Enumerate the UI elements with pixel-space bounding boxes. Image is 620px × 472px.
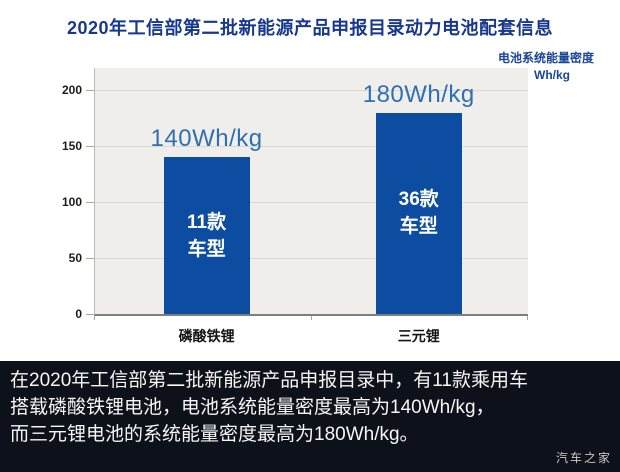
watermark-autohome: 汽车之家 (555, 451, 612, 465)
y-axis-tick-mark (86, 90, 94, 92)
x-axis-tick-mark (310, 316, 312, 320)
y-axis-tick-mark (86, 146, 94, 148)
footer-line-1: 在2020年工信部第二批新能源产品申报目录中，有11款乘用车 (10, 370, 528, 391)
bar-inner-label-line: 11款 (187, 211, 227, 233)
gridline (95, 90, 528, 92)
gridline (95, 146, 528, 148)
x-axis-label: 磷酸铁锂 (178, 328, 235, 344)
bar-value-label: 180Wh/kg (362, 80, 475, 108)
y-axis-tick-mark (86, 258, 94, 260)
footer-line-2: 搭载磷酸铁锂电池，电池系统能量密度最高为140Wh/kg， (10, 397, 495, 418)
y-axis-tick-label: 100 (61, 195, 82, 210)
gridline (95, 258, 528, 260)
bar-inner-label: 36款车型 (376, 113, 462, 314)
x-axis-tick-mark (527, 316, 528, 320)
footer-line-3: 而三元锂电池的系统能量密度最高为180Wh/kg。 (10, 424, 419, 445)
y-axis-tick-label: 150 (61, 139, 82, 154)
bar-inner-label: 11款车型 (164, 157, 250, 314)
unit-note-line1: 电池系统能量密度 (498, 51, 595, 65)
bar-inner-label-line: 车型 (187, 238, 226, 260)
y-axis-tick-label: 0 (75, 307, 82, 321)
footer-banner: 在2020年工信部第二批新能源产品申报目录中，有11款乘用车 搭载磷酸铁锂电池，… (0, 361, 620, 472)
bar-value-label: 140Wh/kg (150, 125, 263, 153)
bar-inner-label-line: 车型 (399, 216, 438, 238)
y-axis-tick-mark (86, 314, 94, 315)
y-axis-tick-mark (86, 202, 94, 204)
x-axis-label: 三元锂 (397, 328, 440, 344)
chart-title: 2020年工信部第二批新能源产品申报目录动力电池配套信息 (66, 18, 554, 38)
y-axis-tick-label: 50 (68, 251, 82, 266)
gridline (95, 202, 528, 204)
x-axis-tick-mark (94, 316, 95, 320)
bar-1 (375, 112, 462, 314)
bar-0 (163, 157, 250, 314)
bar-inner-label-line: 36款 (398, 189, 439, 211)
y-axis-tick-label: 200 (61, 83, 82, 98)
